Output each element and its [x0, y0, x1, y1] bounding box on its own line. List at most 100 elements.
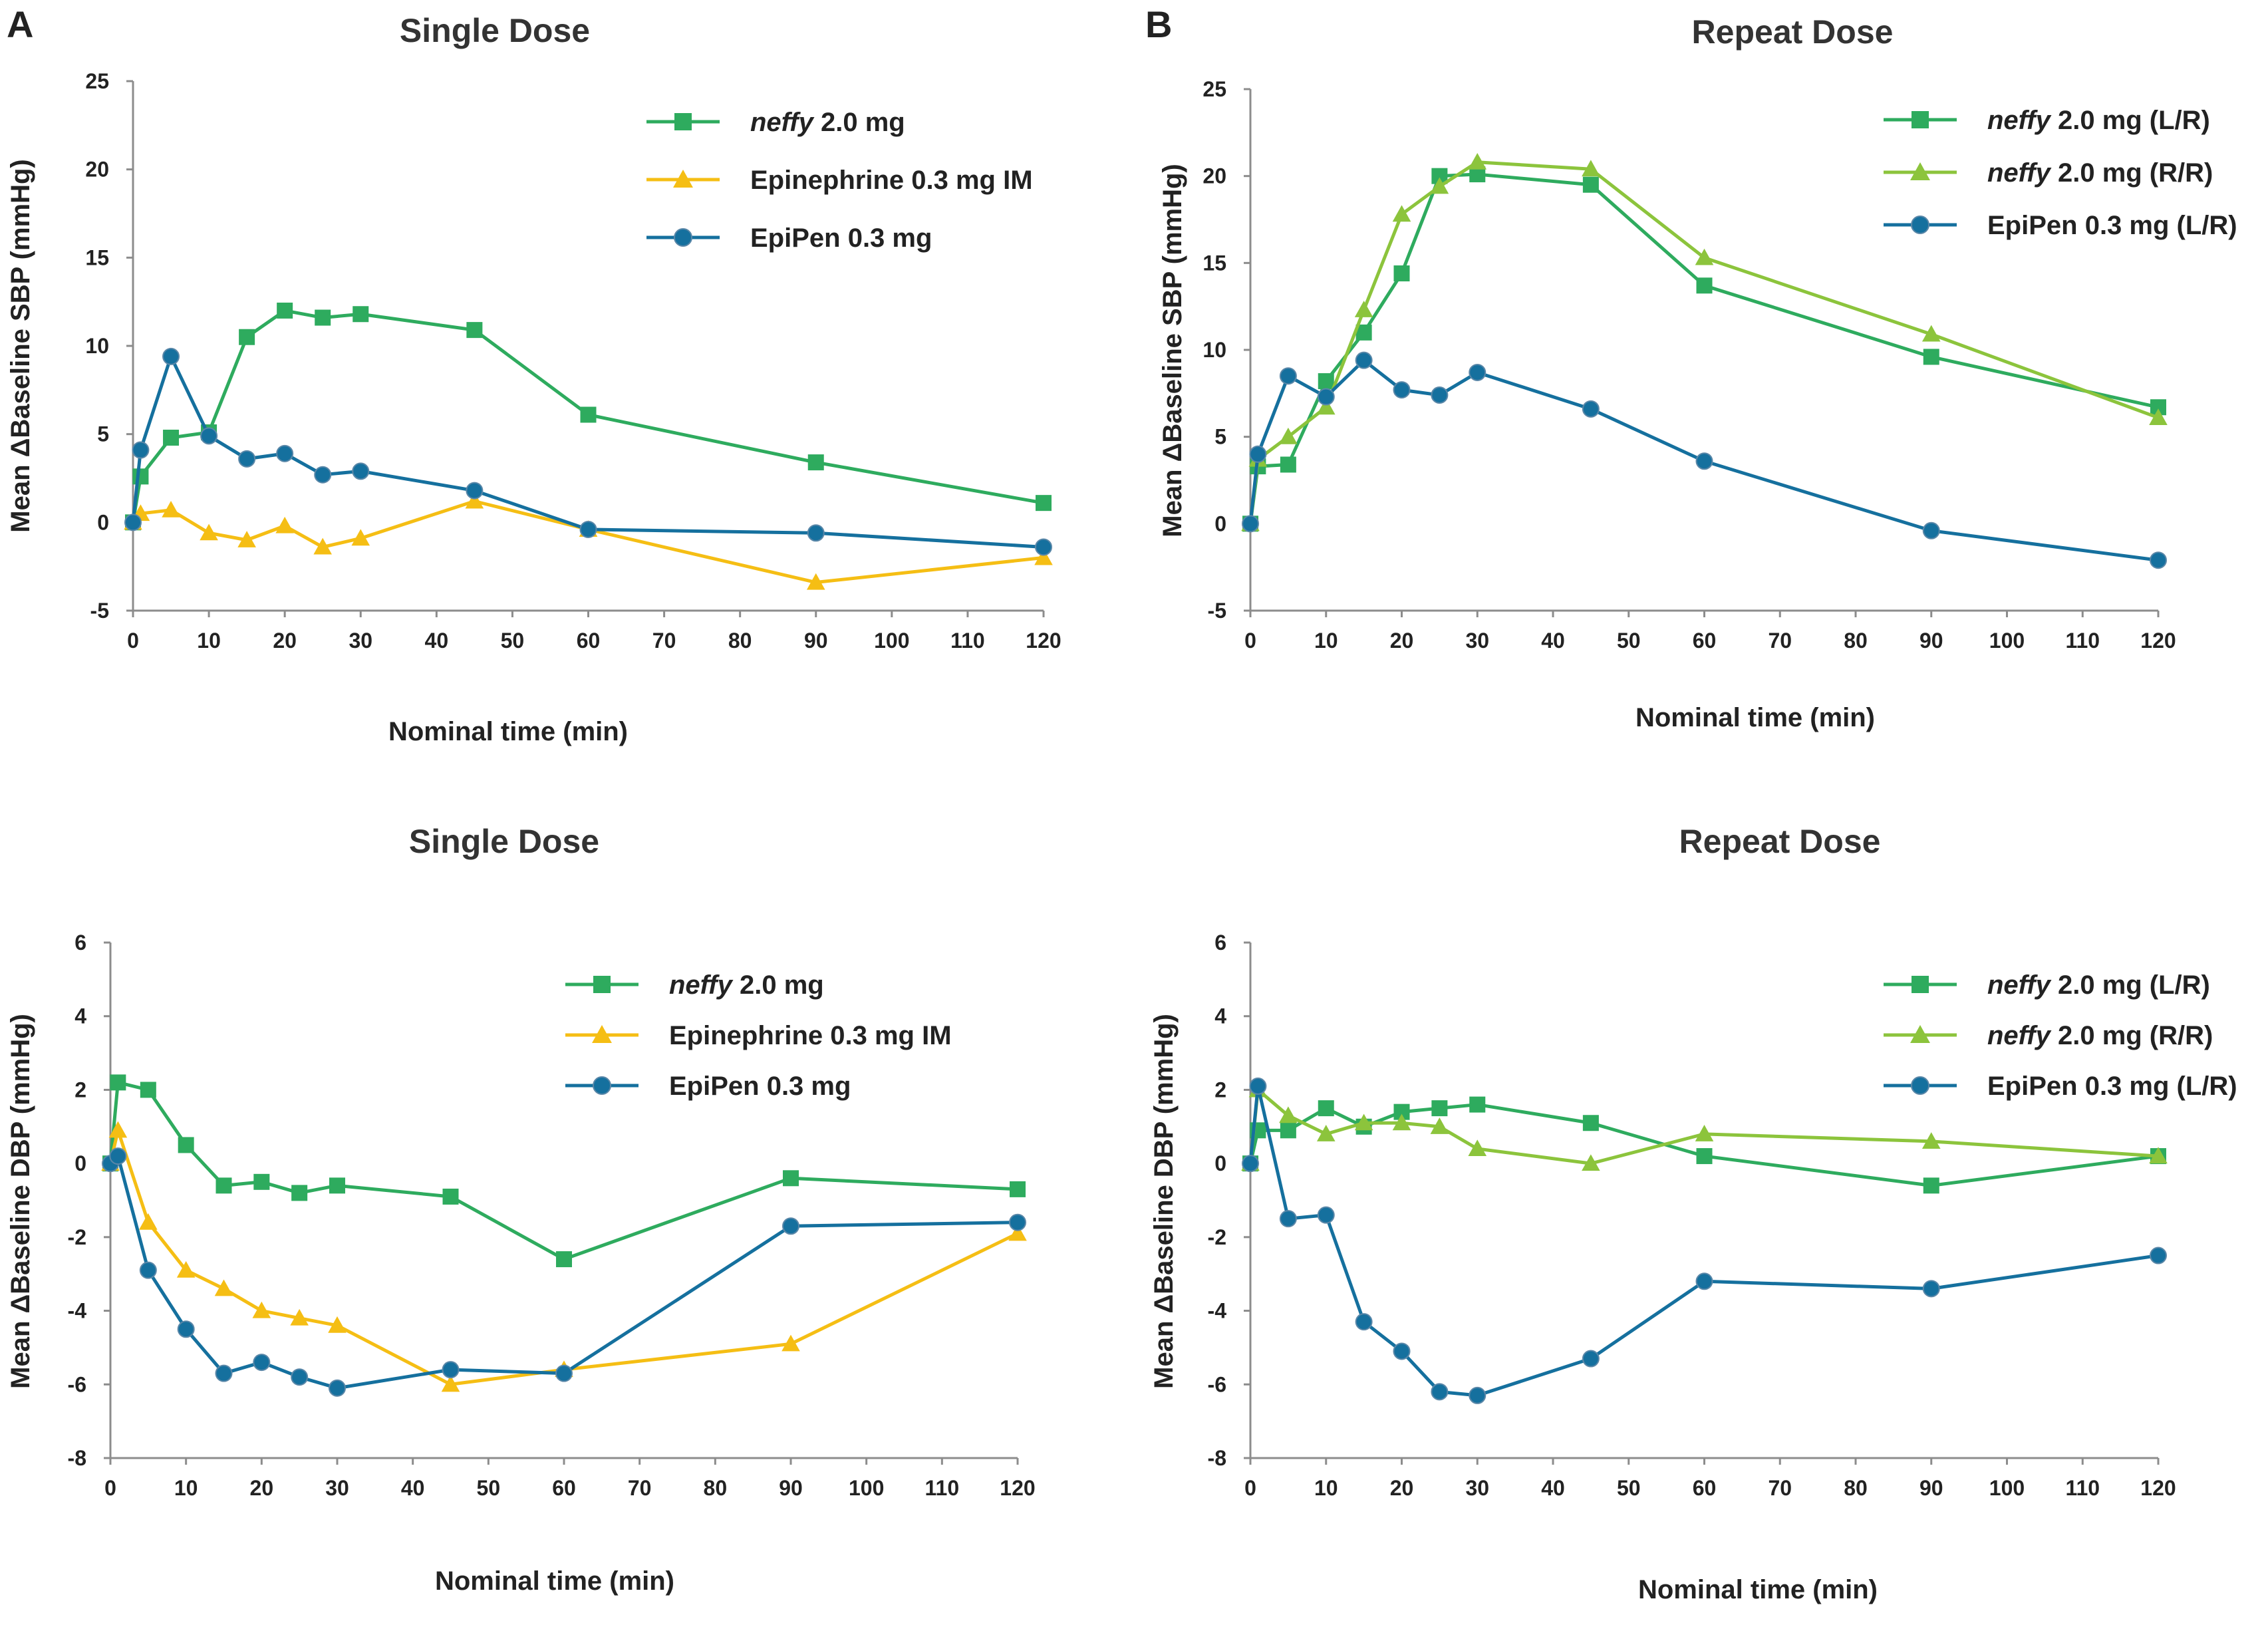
- legend-label: Epinephrine 0.3 mg IM: [669, 1021, 952, 1050]
- legend-label-rest: 2.0 mg: [821, 108, 905, 137]
- data-point: [441, 1375, 460, 1392]
- y-tick-label: 10: [1203, 338, 1226, 362]
- x-tick-label: 110: [2065, 1476, 2100, 1500]
- data-point: [1469, 1386, 1487, 1404]
- x-tick-label: 30: [325, 1476, 349, 1500]
- data-point: [1317, 388, 1335, 406]
- legend-marker: [1911, 1076, 1929, 1095]
- data-point: [1280, 1122, 1296, 1139]
- x-tick-label: 90: [779, 1476, 803, 1500]
- data-point: [1582, 176, 1599, 193]
- legend-marker: [1910, 162, 1930, 180]
- y-tick-label: -2: [1208, 1225, 1226, 1249]
- series-line: [1248, 1103, 2159, 1187]
- data-point: [1279, 1210, 1297, 1228]
- data-point: [290, 1308, 309, 1326]
- data-point: [1922, 1280, 1940, 1298]
- x-tick-label: 110: [950, 629, 985, 653]
- legend-entry: EpiPen 0.3 mg: [646, 223, 932, 253]
- x-tick-label: 60: [577, 629, 601, 653]
- x-tick-label: 110: [925, 1476, 960, 1500]
- y-tick-label: -5: [90, 599, 109, 623]
- legend-marker: [674, 113, 692, 130]
- legend-entry: Epinephrine 0.3 mg IM: [565, 1021, 952, 1050]
- x-axis-label: Nominal time (min): [1635, 703, 1875, 732]
- data-point: [1468, 152, 1487, 170]
- data-point: [782, 1217, 799, 1235]
- legend-marker: [593, 1076, 611, 1095]
- data-point: [556, 1251, 572, 1268]
- data-point: [555, 1364, 573, 1382]
- x-tick-label: 90: [1919, 629, 1943, 653]
- data-point: [580, 406, 597, 423]
- data-point: [465, 492, 484, 509]
- data-point: [1431, 386, 1449, 404]
- y-axis-label: Mean ΔBaseline DBP (mmHg): [1149, 1014, 1179, 1389]
- x-tick-label: 110: [2065, 629, 2100, 653]
- data-point: [783, 1170, 799, 1187]
- series-1: [102, 1074, 1026, 1268]
- x-tick-label: 50: [477, 1476, 501, 1500]
- x-tick-label: 10: [174, 1476, 198, 1500]
- data-point: [1008, 1224, 1027, 1241]
- legend-marker: [1910, 1025, 1930, 1043]
- data-point: [132, 441, 150, 459]
- data-point: [1354, 301, 1373, 317]
- legend-label: neffy 2.0 mg (R/R): [1987, 1021, 2213, 1050]
- data-point: [1393, 265, 1410, 282]
- y-tick-label: -4: [68, 1299, 87, 1323]
- data-point: [200, 427, 218, 445]
- legend-label: neffy 2.0 mg (R/R): [1987, 158, 2213, 188]
- legend-marker: [592, 1025, 612, 1043]
- y-tick-label: 25: [85, 69, 109, 93]
- series-1: [1242, 1096, 2166, 1194]
- data-point: [1582, 1350, 1600, 1368]
- y-tick-label: 15: [85, 245, 109, 269]
- data-point: [1010, 1181, 1026, 1197]
- data-point: [1431, 1383, 1449, 1401]
- legend-marker: [673, 170, 693, 188]
- data-point: [442, 1188, 459, 1205]
- y-tick-label: 5: [1214, 425, 1226, 449]
- x-tick-label: 70: [628, 1476, 652, 1500]
- series-3: [124, 347, 1052, 556]
- x-tick-label: 30: [1465, 1476, 1489, 1500]
- data-point: [253, 1354, 271, 1372]
- data-point: [328, 1316, 347, 1333]
- legend-entry: neffy 2.0 mg: [646, 108, 905, 137]
- data-point: [1695, 1125, 1714, 1141]
- legend-label: neffy 2.0 mg: [669, 970, 824, 1000]
- data-point: [2150, 551, 2167, 569]
- y-tick-label: -8: [68, 1446, 86, 1470]
- legend-marker: [593, 976, 611, 993]
- x-tick-label: 70: [1768, 629, 1792, 653]
- data-point: [2149, 408, 2168, 425]
- legend-entry: neffy 2.0 mg: [565, 970, 824, 1000]
- legend-label-rest: 2.0 mg: [740, 970, 824, 1000]
- x-tick-label: 20: [1390, 1476, 1414, 1500]
- x-tick-label: 50: [1617, 1476, 1641, 1500]
- data-point: [807, 524, 825, 542]
- data-point: [1393, 1342, 1411, 1360]
- x-tick-label: 100: [849, 1476, 884, 1500]
- x-tick-label: 70: [652, 629, 676, 653]
- legend-entry: neffy 2.0 mg (L/R): [1884, 970, 2210, 1000]
- legend-label-rest: 2.0 mg (L/R): [2058, 970, 2210, 1000]
- data-point: [1354, 1113, 1373, 1131]
- x-tick-label: 90: [804, 629, 828, 653]
- x-tick-label: 40: [401, 1476, 425, 1500]
- x-tick-label: 90: [1919, 1476, 1943, 1500]
- x-tick-label: 60: [552, 1476, 576, 1500]
- legend-entry: EpiPen 0.3 mg (L/R): [1884, 1072, 2237, 1101]
- series-line: [1248, 359, 2159, 562]
- data-point: [329, 1177, 345, 1194]
- data-point: [1695, 1272, 1713, 1290]
- data-point: [1279, 427, 1298, 444]
- y-axis-label: Mean ΔBaseline SBP (mmHg): [6, 159, 35, 532]
- x-tick-label: 40: [1541, 1476, 1565, 1500]
- data-point: [806, 573, 825, 590]
- legend-entry: neffy 2.0 mg (L/R): [1884, 106, 2210, 135]
- y-tick-label: -5: [1208, 599, 1226, 623]
- panel-letter-b: B: [1145, 3, 1173, 45]
